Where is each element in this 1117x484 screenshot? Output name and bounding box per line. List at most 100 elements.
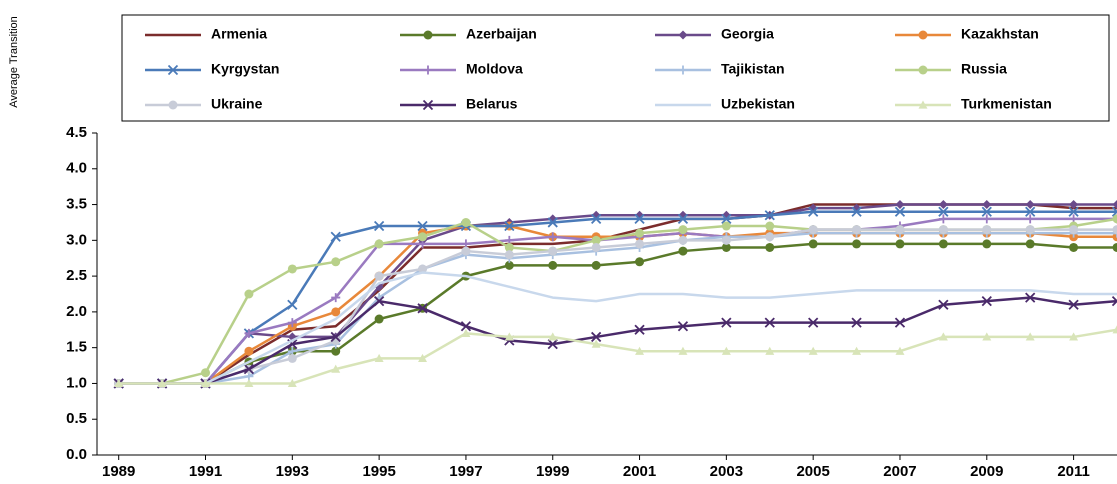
marker [808,317,819,328]
marker [938,299,949,310]
marker [808,225,818,235]
marker [721,317,732,328]
legend-marker [678,65,688,75]
marker [548,246,558,256]
marker [157,378,167,388]
marker [417,220,428,232]
marker [894,206,906,217]
marker [504,260,514,270]
series-line [118,210,1117,385]
marker [373,220,385,232]
y-tick-label: 4.0 [66,160,87,177]
legend-marker [918,65,928,75]
marker [201,368,211,378]
marker [244,289,254,299]
marker [374,353,384,362]
marker [721,242,731,252]
marker [1112,232,1117,242]
marker [287,264,297,274]
marker [851,206,862,217]
legend-marker [678,30,688,40]
marker [721,213,732,225]
legend-marker [168,100,178,110]
marker [460,321,472,332]
y-tick-label: 0.0 [66,446,87,463]
y-tick-label: 3.0 [66,231,87,248]
x-tick-label: 1993 [276,463,309,480]
legend-label: Tajikistan [721,61,785,77]
marker [373,296,385,307]
marker [331,257,341,267]
marker [981,296,992,307]
marker [634,213,645,225]
x-tick-label: 2011 [1057,463,1090,480]
marker [765,346,775,355]
marker [764,210,775,221]
marker [244,346,254,356]
marker [1069,332,1079,341]
marker [330,231,341,242]
marker [547,217,558,228]
marker [287,318,297,328]
legend-label: Georgia [721,26,774,42]
marker [374,271,384,281]
marker [635,228,645,238]
marker [1111,206,1117,217]
marker [895,239,905,249]
marker [1112,325,1117,334]
marker [1069,200,1079,210]
marker [1112,225,1117,235]
marker [330,331,341,343]
marker [591,331,602,343]
marker [287,299,298,310]
series-line [118,217,1117,385]
marker [461,217,471,227]
legend-box [121,14,1110,122]
marker [244,328,254,338]
x-tick-label: 1997 [449,463,482,480]
marker [1068,299,1079,310]
marker [1069,242,1079,252]
marker [852,346,862,355]
marker [678,246,688,256]
marker [635,346,645,355]
marker [894,317,906,328]
marker [114,378,124,388]
marker [1025,225,1035,235]
marker [374,314,384,324]
marker [331,293,341,303]
marker [635,239,645,249]
series-line [118,203,1117,385]
y-tick-label: 3.5 [66,196,87,213]
marker [765,221,775,231]
legend-marker [423,65,433,75]
x-tick-label: 2001 [623,463,656,480]
series-line [118,271,1117,385]
marker [461,246,471,256]
marker [721,346,731,355]
marker [287,353,297,363]
marker [504,332,514,341]
marker [938,239,948,249]
marker [938,206,949,217]
marker [808,239,818,249]
marker [1025,332,1035,341]
marker [591,235,601,245]
marker [1025,239,1035,249]
x-tick-label: 1991 [189,463,222,480]
marker [244,378,254,388]
x-tick-label: 1999 [536,463,569,480]
marker [548,232,558,242]
marker [938,214,948,224]
marker [1025,214,1035,224]
y-tick-label: 2.0 [66,303,87,320]
marker [677,321,689,332]
y-tick-label: 1.5 [66,339,87,356]
marker [1068,206,1079,217]
marker [331,346,341,356]
marker [331,364,341,373]
marker [764,317,775,328]
marker [765,242,775,252]
x-tick-label: 2005 [796,463,829,480]
legend-label: Belarus [466,96,518,112]
